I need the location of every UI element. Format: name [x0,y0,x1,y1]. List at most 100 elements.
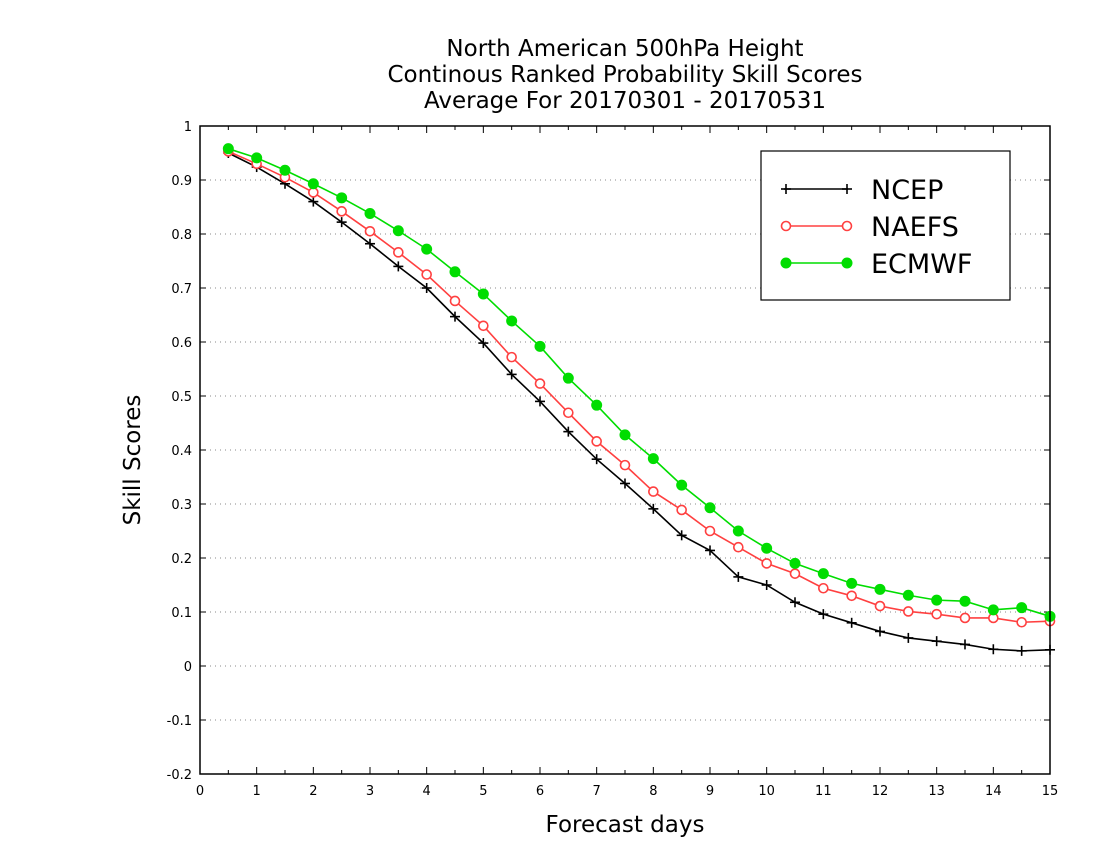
y-tick-label: 0.2 [171,552,192,567]
data-point-ncep [733,571,744,582]
data-point-ecmwf [1016,602,1028,614]
data-point-ecmwf [619,429,631,441]
x-tick-label: 0 [196,784,204,799]
data-point-naefs [1016,616,1027,628]
data-point-ncep [960,639,970,650]
data-point-ncep [818,609,829,620]
data-point-ecmwf [534,340,546,352]
data-point-naefs [846,590,857,602]
legend-label-naefs: NAEFS [871,212,959,243]
data-point-ncep [988,644,999,655]
data-point-naefs [563,407,574,419]
x-tick-label: 8 [649,784,657,799]
y-tick-label: 0.1 [171,606,192,621]
data-point-ecmwf [647,453,659,465]
data-series [222,143,1056,656]
legend: NCEP NAEFS ECMWF [760,150,1011,301]
data-point-naefs [364,226,376,237]
legend-marker-ecmwf [841,257,853,269]
legend-marker-naefs [780,220,792,232]
data-point-naefs [648,486,659,497]
data-point-ncep [875,626,885,637]
data-point-ecmwf [506,315,518,327]
data-point-ecmwf [392,225,404,237]
x-tick-label: 6 [536,784,544,799]
data-point-ncep [705,545,715,556]
x-tick-label: 13 [928,784,945,799]
data-point-ecmwf [562,372,574,384]
legend-label-ncep: NCEP [871,175,943,206]
data-point-ecmwf [336,192,348,204]
data-point-naefs [789,568,801,579]
data-point-ecmwf [931,594,943,606]
data-point-ecmwf [676,479,688,491]
y-tick-label: 0.4 [171,444,192,459]
data-point-ecmwf [421,243,433,255]
x-tick-label: 9 [706,784,714,799]
axis-ticks: -0.2-0.100.10.20.30.40.50.60.70.80.910 1 2… [167,120,1059,799]
data-point-ecmwf [732,525,744,537]
data-point-naefs [761,558,772,569]
data-point-ncep [761,580,772,590]
data-point-ncep [506,369,517,380]
data-point-naefs [449,295,461,307]
data-point-naefs [818,582,829,594]
legend-marker-ncep [781,184,791,194]
data-point-naefs [959,612,971,624]
series-ecmwf [222,143,1056,622]
chart-title: North American 500hPa Height Continous R… [200,36,1050,114]
chart-title-line-1: North American 500hPa Height [446,36,804,62]
data-point-ncep [563,426,574,437]
data-point-naefs [591,436,602,447]
data-point-ncep [620,478,630,489]
x-tick-label: 11 [815,784,832,799]
x-tick-label: 14 [985,784,1002,799]
data-point-ecmwf [987,604,999,616]
data-point-naefs [733,541,744,553]
y-tick-label: 0 [184,660,192,675]
data-point-ncep [846,617,857,628]
x-tick-label: 15 [1042,784,1059,799]
data-point-ecmwf [761,542,773,554]
data-point-naefs [931,608,942,620]
data-point-ecmwf [789,557,801,569]
data-point-ncep [450,311,460,322]
data-point-ncep [591,454,602,465]
data-point-naefs [619,459,631,471]
data-point-naefs [704,525,716,537]
legend-item-ncep: NCEP [781,175,943,206]
gridlines [200,179,1050,721]
plot-frame [199,125,1051,775]
data-point-naefs [903,606,914,617]
data-point-naefs [478,320,489,332]
legend-item-naefs: NAEFS [780,212,959,243]
data-point-ncep [308,196,319,207]
data-point-ncep [365,238,375,249]
data-point-ncep [535,396,545,407]
data-point-ecmwf [222,143,234,155]
data-point-naefs [874,600,886,612]
chart-title-line-2: Continous Ranked Probability Skill Score… [387,62,863,88]
x-tick-label: 3 [366,784,374,799]
data-point-ecmwf [902,589,914,601]
data-point-ecmwf [817,568,829,580]
x-tick-label: 12 [872,784,889,799]
data-point-ncep [676,530,687,541]
x-tick-label: 5 [479,784,487,799]
legend-marker-ecmwf [780,257,792,269]
data-point-ecmwf [279,164,291,176]
x-tick-label: 7 [593,784,601,799]
data-point-ncep [648,503,659,514]
x-tick-label: 10 [758,784,775,799]
x-axis-label: Forecast days [545,812,705,838]
data-point-ncep [336,217,347,228]
data-point-ncep [931,636,942,647]
data-point-ncep [903,632,914,643]
data-point-ecmwf [959,595,971,607]
chart-title-line-3: Average For 20170301 - 20170531 [423,88,827,114]
y-tick-label: -0.2 [167,768,192,783]
y-tick-label: -0.1 [167,714,192,729]
x-tick-label: 4 [423,784,431,799]
data-point-ecmwf [477,288,489,300]
